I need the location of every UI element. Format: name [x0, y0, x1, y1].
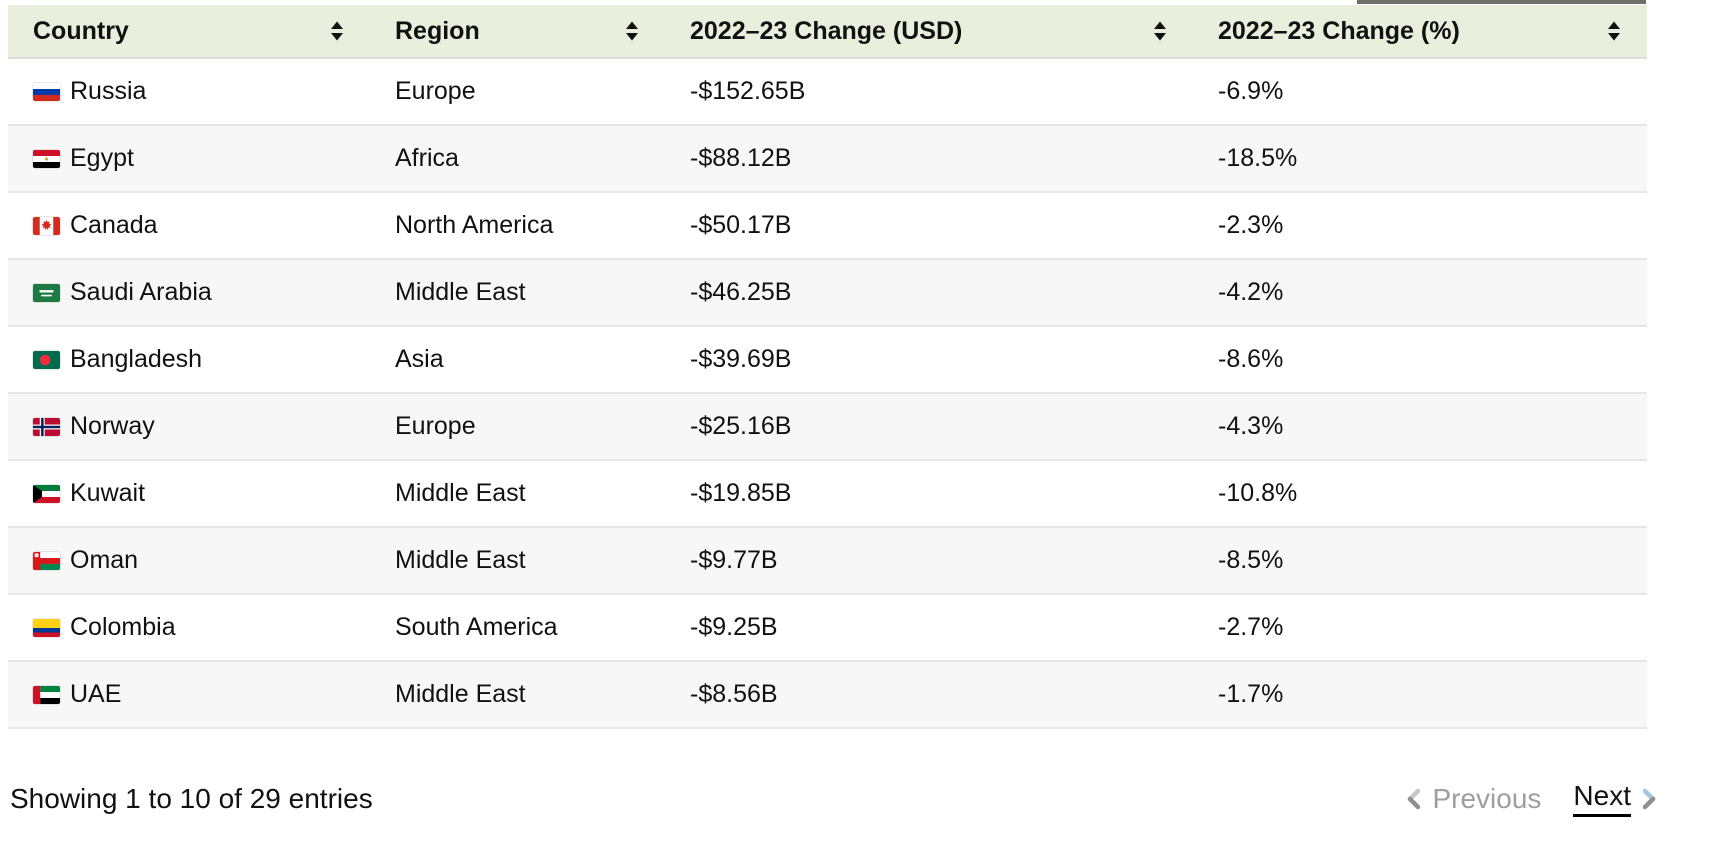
flag-bangladesh-icon [33, 350, 60, 369]
table-row: Oman Middle East -$9.77B -8.5% [8, 528, 1647, 595]
country-cell: Canada [8, 193, 370, 258]
entries-summary: Showing 1 to 10 of 29 entries [10, 782, 373, 814]
flag-saudi-arabia-icon [33, 283, 60, 302]
region-cell: Middle East [395, 680, 526, 708]
table-row: Norway Europe -$25.16B -4.3% [8, 394, 1647, 461]
change-pct-cell: -8.5% [1218, 546, 1284, 574]
table-row: Bangladesh Asia -$39.69B -8.6% [8, 327, 1647, 394]
change-pct-cell: -2.3% [1218, 211, 1284, 239]
change-usd-cell: -$46.25B [690, 278, 792, 306]
previous-label: Previous [1432, 782, 1542, 814]
country-name: Egypt [70, 144, 134, 172]
change-pct-cell: -4.2% [1218, 278, 1284, 306]
flag-canada-icon [33, 216, 60, 235]
country-name: Oman [70, 546, 139, 574]
table-row: Canada North America -$50.17B -2.3% [8, 193, 1647, 260]
previous-button[interactable]: Previous [1403, 783, 1541, 815]
change-pct-cell: -10.8% [1218, 479, 1298, 507]
change-usd-cell: -$9.77B [690, 546, 778, 574]
country-cell: Russia [8, 59, 370, 124]
chevron-left-icon [1403, 787, 1423, 811]
data-table: Country Region 2022–23 Change (USD) 2022… [8, 5, 1647, 729]
table-row: Colombia South America -$9.25B -2.7% [8, 595, 1647, 662]
change-pct-cell: -18.5% [1218, 144, 1298, 172]
flag-russia-icon [33, 82, 60, 101]
sort-icon [329, 20, 345, 42]
sort-icon [1606, 20, 1622, 42]
country-name: Kuwait [70, 479, 146, 507]
change-pct-cell: -2.7% [1218, 613, 1284, 641]
table-row: Egypt Africa -$88.12B -18.5% [8, 126, 1647, 193]
country-name: Bangladesh [70, 345, 203, 373]
change-usd-cell: -$50.17B [690, 211, 792, 239]
country-name: Saudi Arabia [70, 278, 212, 306]
country-name: Norway [70, 412, 155, 440]
country-cell: Saudi Arabia [8, 260, 370, 325]
column-header-label: 2022–23 Change (%) [1218, 16, 1460, 45]
column-header-change-pct[interactable]: 2022–23 Change (%) [1193, 5, 1647, 57]
flag-colombia-icon [33, 618, 60, 637]
region-cell: Europe [395, 412, 476, 440]
table-row: Russia Europe -$152.65B -6.9% [8, 59, 1647, 126]
change-pct-cell: -1.7% [1218, 680, 1284, 708]
table-row: Kuwait Middle East -$19.85B -10.8% [8, 461, 1647, 528]
region-cell: South America [395, 613, 558, 641]
region-cell: Middle East [395, 479, 526, 507]
flag-norway-icon [33, 417, 60, 436]
region-cell: North America [395, 211, 554, 239]
column-header-label: Country [33, 16, 129, 45]
next-button[interactable]: Next [1573, 780, 1660, 817]
region-cell: Europe [395, 77, 476, 105]
change-usd-cell: -$39.69B [690, 345, 792, 373]
table-row: UAE Middle East -$8.56B -1.7% [8, 662, 1647, 729]
column-header-country[interactable]: Country [8, 5, 370, 57]
country-cell: Colombia [8, 595, 370, 660]
change-usd-cell: -$8.56B [690, 680, 778, 708]
change-pct-cell: -6.9% [1218, 77, 1284, 105]
change-usd-cell: -$88.12B [690, 144, 792, 172]
table-row: Saudi Arabia Middle East -$46.25B -4.2% [8, 260, 1647, 327]
country-cell: Norway [8, 394, 370, 459]
table-header-row: Country Region 2022–23 Change (USD) 2022… [8, 5, 1647, 59]
region-cell: Asia [395, 345, 444, 373]
change-pct-cell: -4.3% [1218, 412, 1284, 440]
flag-kuwait-icon [33, 484, 60, 503]
region-cell: Middle East [395, 546, 526, 574]
pagination: Previous Next [1403, 780, 1660, 817]
change-usd-cell: -$152.65B [690, 77, 806, 105]
next-label: Next [1573, 780, 1631, 817]
chevron-right-icon [1640, 787, 1660, 811]
change-usd-cell: -$19.85B [690, 479, 792, 507]
change-usd-cell: -$9.25B [690, 613, 778, 641]
column-header-change-usd[interactable]: 2022–23 Change (USD) [665, 5, 1193, 57]
country-cell: Kuwait [8, 461, 370, 526]
region-cell: Africa [395, 144, 459, 172]
country-name: UAE [70, 680, 122, 708]
flag-egypt-icon [33, 149, 60, 168]
flag-uae-icon [33, 685, 60, 704]
sort-icon [624, 20, 640, 42]
change-usd-cell: -$25.16B [690, 412, 792, 440]
region-cell: Middle East [395, 278, 526, 306]
change-pct-cell: -8.6% [1218, 345, 1284, 373]
column-header-region[interactable]: Region [370, 5, 665, 57]
country-name: Russia [70, 77, 147, 105]
country-name: Canada [70, 211, 158, 239]
country-cell: Bangladesh [8, 327, 370, 392]
column-header-label: 2022–23 Change (USD) [690, 16, 963, 45]
sort-icon [1152, 20, 1168, 42]
scrollbar-thumb[interactable] [1357, 0, 1646, 4]
flag-oman-icon [33, 551, 60, 570]
country-cell: UAE [8, 662, 370, 727]
column-header-label: Region [395, 16, 480, 45]
country-cell: Oman [8, 528, 370, 593]
country-cell: Egypt [8, 126, 370, 191]
table-footer: Showing 1 to 10 of 29 entries Previous N… [10, 780, 1660, 817]
country-name: Colombia [70, 613, 176, 641]
